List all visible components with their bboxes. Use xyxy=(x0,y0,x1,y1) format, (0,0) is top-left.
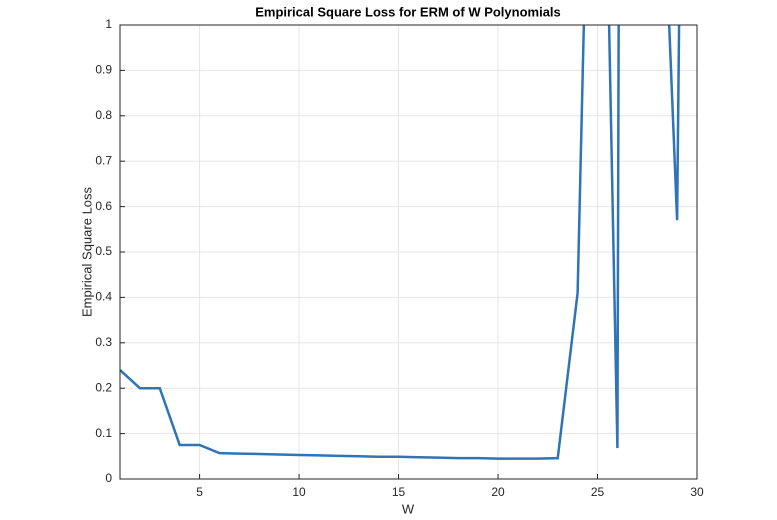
x-tick-label: 10 xyxy=(292,485,306,499)
y-tick-label: 0.9 xyxy=(95,63,112,77)
y-tick-label: 0.6 xyxy=(95,199,112,213)
y-tick-label: 0.5 xyxy=(95,244,112,258)
x-tick-label: 20 xyxy=(491,485,505,499)
x-tick-label: 5 xyxy=(196,485,203,499)
y-tick-label: 0.3 xyxy=(95,335,112,349)
x-tick-label: 30 xyxy=(690,485,704,499)
y-tick-label: 0.4 xyxy=(95,290,112,304)
y-tick-label: 0.1 xyxy=(95,426,112,440)
y-tick-label: 0.8 xyxy=(95,108,112,122)
x-tick-label: 25 xyxy=(591,485,605,499)
axes-box xyxy=(119,24,698,480)
x-tick-label: 15 xyxy=(392,485,406,499)
y-tick-label: 0.2 xyxy=(95,380,112,394)
data-line xyxy=(120,25,681,460)
chart-title: Empirical Square Loss for ERM of W Polyn… xyxy=(255,4,561,19)
x-axis-label: W xyxy=(402,501,415,516)
y-axis-label: Empirical Square Loss xyxy=(79,186,94,317)
y-tick-label: 1 xyxy=(105,17,112,31)
y-tick-label: 0 xyxy=(105,471,112,485)
y-tick-label: 0.7 xyxy=(95,153,112,167)
